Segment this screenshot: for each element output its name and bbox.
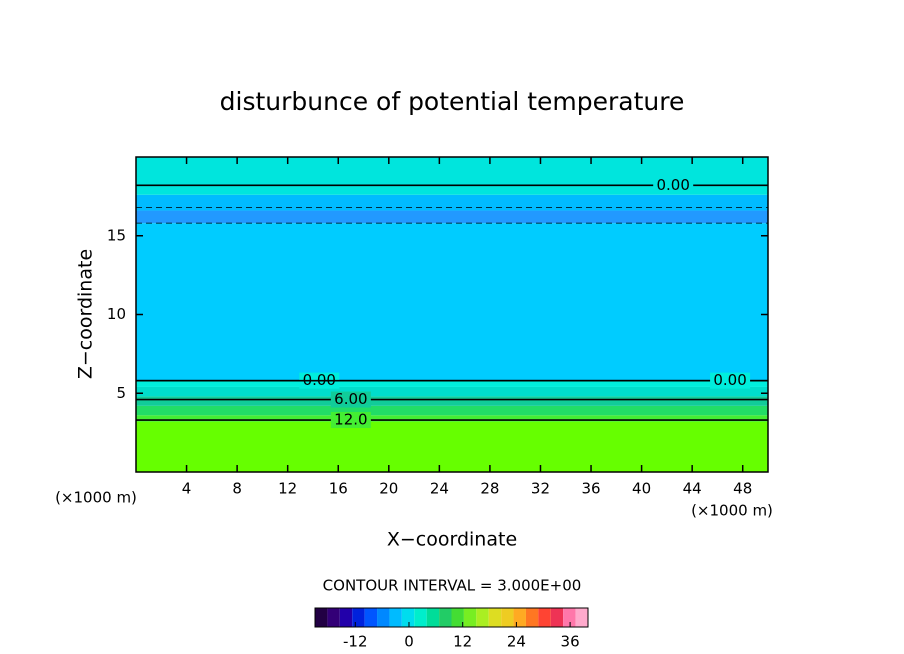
colorbar-swatch bbox=[352, 608, 365, 627]
colorbar-tick-label: 36 bbox=[561, 633, 580, 651]
colorbar-swatch bbox=[463, 608, 477, 627]
colorbar-tick-label: -12 bbox=[343, 633, 368, 651]
contour-fill bbox=[136, 380, 768, 387]
contour-label: 12.0 bbox=[334, 411, 367, 429]
contour-label-bg bbox=[653, 177, 694, 194]
y-tick-label: 5 bbox=[116, 384, 126, 402]
y-unit: (×1000 m) bbox=[55, 489, 137, 507]
x-tick-label: 36 bbox=[581, 480, 600, 498]
x-tick-label: 8 bbox=[232, 480, 242, 498]
contour-fill bbox=[136, 194, 768, 211]
x-axis-label: X−coordinate bbox=[387, 529, 517, 551]
contour-label: 0.00 bbox=[656, 176, 689, 194]
y-tick-label: 10 bbox=[107, 305, 126, 323]
colorbar-swatch bbox=[426, 608, 440, 627]
colorbar-swatch bbox=[538, 608, 551, 627]
colorbar-swatch bbox=[488, 608, 502, 627]
colorbar-swatch bbox=[476, 608, 489, 627]
colorbar-swatch bbox=[389, 608, 402, 627]
colorbar-swatch bbox=[377, 608, 390, 627]
contour-fill bbox=[136, 223, 768, 381]
colorbar-frame bbox=[314, 607, 589, 628]
contour-interval: CONTOUR INTERVAL = 3.000E+00 bbox=[323, 577, 582, 595]
chart-title: disturbunce of potential temperature bbox=[220, 87, 685, 116]
colorbar-swatch bbox=[550, 608, 564, 627]
colorbar-swatch bbox=[501, 608, 514, 627]
x-tick-label: 40 bbox=[632, 480, 651, 498]
colorbar-swatch bbox=[513, 608, 526, 627]
colorbar-swatch bbox=[575, 608, 588, 627]
colorbar-swatch bbox=[451, 608, 464, 627]
colorbar-tick-label: 12 bbox=[453, 633, 472, 651]
colorbar-swatch bbox=[439, 608, 452, 627]
colorbar-swatch bbox=[563, 608, 576, 627]
colorbar-swatch bbox=[414, 608, 427, 627]
contour-label: 0.00 bbox=[713, 371, 746, 389]
contour-fill bbox=[136, 210, 768, 224]
contour-label-bg bbox=[330, 412, 371, 429]
x-tick-label: 48 bbox=[733, 480, 752, 498]
colorbar-tick-label: 0 bbox=[404, 633, 414, 651]
colorbar-swatch bbox=[401, 608, 415, 627]
colorbar-swatch bbox=[339, 608, 353, 627]
y-axis-label: Z−coordinate bbox=[75, 249, 97, 379]
y-tick-label: 15 bbox=[107, 226, 126, 244]
contour-fill bbox=[136, 396, 768, 406]
colorbar-tick-label: 24 bbox=[507, 633, 526, 651]
x-tick-label: 44 bbox=[683, 480, 702, 498]
contour-label: 6.00 bbox=[334, 390, 367, 408]
x-tick-label: 32 bbox=[531, 480, 550, 498]
x-tick-label: 12 bbox=[278, 480, 297, 498]
contour-fill bbox=[136, 421, 768, 472]
x-tick-label: 24 bbox=[430, 480, 449, 498]
x-tick-label: 4 bbox=[182, 480, 192, 498]
contour-label-bg bbox=[710, 372, 751, 389]
contour-fill bbox=[136, 386, 768, 397]
x-tick-label: 20 bbox=[379, 480, 398, 498]
colorbar-swatch bbox=[327, 608, 340, 627]
x-tick-label: 28 bbox=[480, 480, 499, 498]
colorbar-swatch bbox=[364, 608, 378, 627]
colorbar-swatch bbox=[315, 608, 328, 627]
colorbar-swatch bbox=[525, 608, 539, 627]
x-tick-label: 16 bbox=[329, 480, 348, 498]
contour-label-bg bbox=[330, 391, 371, 408]
x-unit: (×1000 m) bbox=[691, 502, 773, 520]
contour-fill bbox=[136, 415, 768, 422]
contour-fill bbox=[136, 405, 768, 416]
